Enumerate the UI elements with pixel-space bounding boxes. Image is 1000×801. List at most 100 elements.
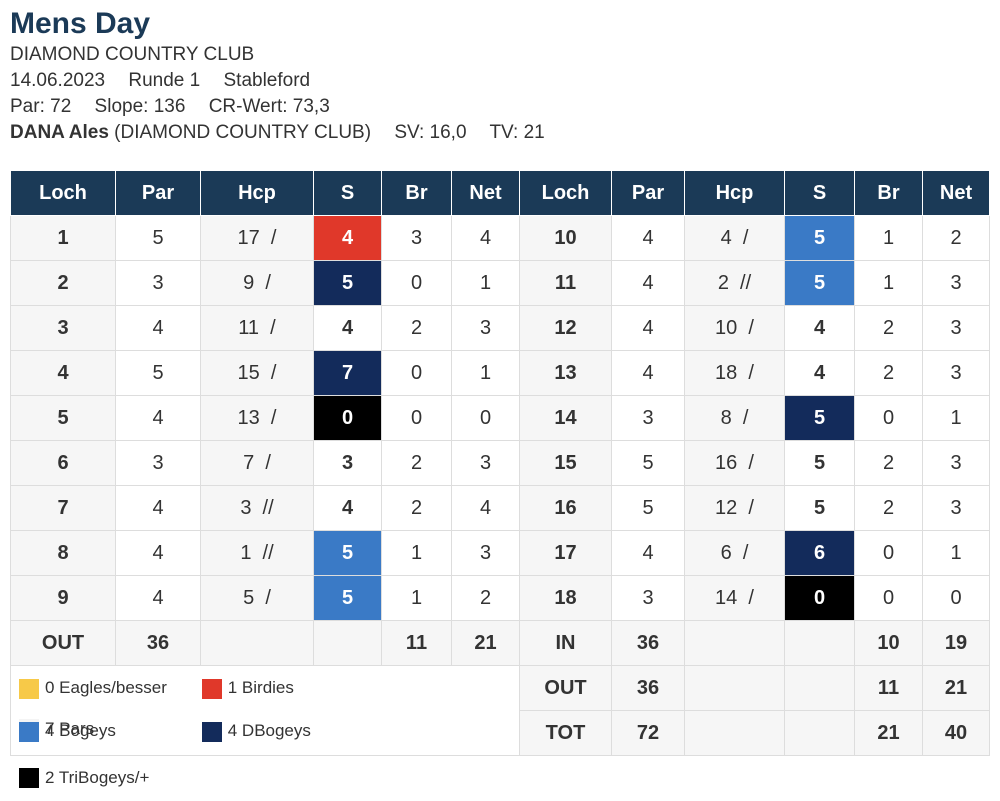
hole-hcp: 17 / — [200, 215, 314, 261]
col-header: S — [313, 170, 382, 216]
club-name: DIAMOND COUNTRY CLUB — [10, 44, 255, 65]
out2-br: 11 — [854, 665, 923, 711]
hole-par: 3 — [611, 395, 685, 441]
hole-hcp: 2 // — [684, 260, 785, 306]
hole-score: 5 — [313, 530, 382, 576]
hole-score: 4 — [313, 215, 382, 261]
legend-item: 0 Eagles/besser — [19, 668, 197, 708]
total-row: TOT 72 21 40 — [11, 710, 990, 756]
scorecard-table: Loch Par Hcp S Br Net Loch Par Hcp S Br … — [10, 170, 990, 789]
hole-number: 5 — [10, 395, 116, 441]
legend-item: 2 TriBogeys/+ — [19, 755, 197, 801]
hole-par: 5 — [115, 350, 201, 396]
hole-netto: 3 — [451, 530, 520, 576]
hole-brutto: 0 — [854, 575, 923, 621]
tot-br: 21 — [854, 710, 923, 756]
hole-hcp: 14 / — [684, 575, 785, 621]
hole-row: 1 5 17 /4 3 4 10 4 4 /5 1 2 — [10, 215, 990, 261]
hole-brutto: 2 — [381, 440, 452, 486]
round-date: 14.06.2023 — [10, 70, 106, 91]
col-header: Par — [115, 170, 201, 216]
hole-par: 3 — [115, 260, 201, 306]
hole-number: 17 — [519, 530, 612, 576]
hole-score: 0 — [784, 575, 855, 621]
hole-score: 7 — [313, 350, 382, 396]
hole-hcp: 11 / — [200, 305, 314, 351]
hole-par: 5 — [115, 215, 201, 261]
col-header: Net — [451, 170, 520, 216]
out-net: 21 — [451, 620, 520, 666]
hole-brutto: 2 — [854, 485, 923, 531]
legend-label: 4 Bogeys — [45, 721, 116, 741]
hole-number: 9 — [10, 575, 116, 621]
hole-netto: 1 — [922, 530, 990, 576]
hole-hcp: 16 / — [684, 440, 785, 486]
hole-number: 11 — [519, 260, 612, 306]
hole-brutto: 1 — [381, 575, 452, 621]
hole-brutto: 2 — [854, 440, 923, 486]
hole-netto: 1 — [451, 350, 520, 396]
hole-netto: 4 — [451, 485, 520, 531]
empty-cell — [313, 620, 382, 666]
out-label: OUT — [10, 620, 116, 666]
legend-line: 0 Eagles/besser 1 Birdies 7 Pars — [19, 668, 519, 740]
hole-number: 16 — [519, 485, 612, 531]
hole-number: 3 — [10, 305, 116, 351]
hole-number: 7 — [10, 485, 116, 531]
hole-brutto: 1 — [381, 530, 452, 576]
hole-netto: 3 — [922, 485, 990, 531]
tribogey-swatch — [19, 768, 39, 789]
hole-score: 6 — [784, 530, 855, 576]
hole-row: 4 5 15 /7 0 1 13 4 18 /4 2 3 — [10, 350, 990, 396]
hole-number: 8 — [10, 530, 116, 576]
empty-cell — [684, 665, 785, 711]
hole-score: 4 — [313, 485, 382, 531]
hole-number: 13 — [519, 350, 612, 396]
hole-row: 3 4 11 /4 2 3 12 4 10 /4 2 3 — [10, 305, 990, 351]
hole-par: 4 — [611, 215, 685, 261]
empty-cell — [200, 620, 314, 666]
course-slope: Slope: 136 — [94, 96, 186, 117]
hole-score: 3 — [313, 440, 382, 486]
hole-score: 5 — [784, 395, 855, 441]
empty-cell — [784, 665, 855, 711]
player-tv: TV: 21 — [489, 122, 545, 143]
legend-row: 0 Eagles/besser 1 Birdies 7 Pars 4 Bogey… — [10, 665, 990, 789]
hole-netto: 3 — [922, 350, 990, 396]
hole-hcp: 8 / — [684, 395, 785, 441]
col-header: Br — [381, 170, 452, 216]
hole-brutto: 0 — [381, 260, 452, 306]
hole-par: 4 — [611, 305, 685, 351]
player-name: DANA Ales — [10, 122, 109, 143]
out2-label: OUT — [519, 665, 612, 711]
tot-net: 40 — [922, 710, 990, 756]
hole-hcp: 13 / — [200, 395, 314, 441]
hole-score: 5 — [784, 215, 855, 261]
tot-label: TOT — [519, 710, 612, 756]
hole-par: 4 — [115, 395, 201, 441]
hole-hcp: 5 / — [200, 575, 314, 621]
hole-netto: 3 — [922, 440, 990, 486]
hole-score: 5 — [313, 260, 382, 306]
hole-brutto: 2 — [854, 350, 923, 396]
bogey-swatch — [19, 721, 39, 742]
hole-brutto: 0 — [381, 395, 452, 441]
round-number: Runde 1 — [128, 70, 201, 91]
hole-hcp: 9 / — [200, 260, 314, 306]
player-club: (DIAMOND COUNTRY CLUB) — [114, 122, 372, 143]
hole-number: 14 — [519, 395, 612, 441]
col-header: S — [784, 170, 855, 216]
hole-par: 4 — [611, 260, 685, 306]
legend-item: 1 Birdies — [201, 668, 380, 708]
hole-brutto: 2 — [381, 305, 452, 351]
round-format: Stableford — [223, 70, 311, 91]
hole-number: 2 — [10, 260, 116, 306]
col-header: Br — [854, 170, 923, 216]
out-par: 36 — [115, 620, 201, 666]
player-info: DANA Ales (DIAMOND COUNTRY CLUB) SV: 16,… — [10, 120, 563, 146]
out2-par: 36 — [611, 665, 685, 711]
